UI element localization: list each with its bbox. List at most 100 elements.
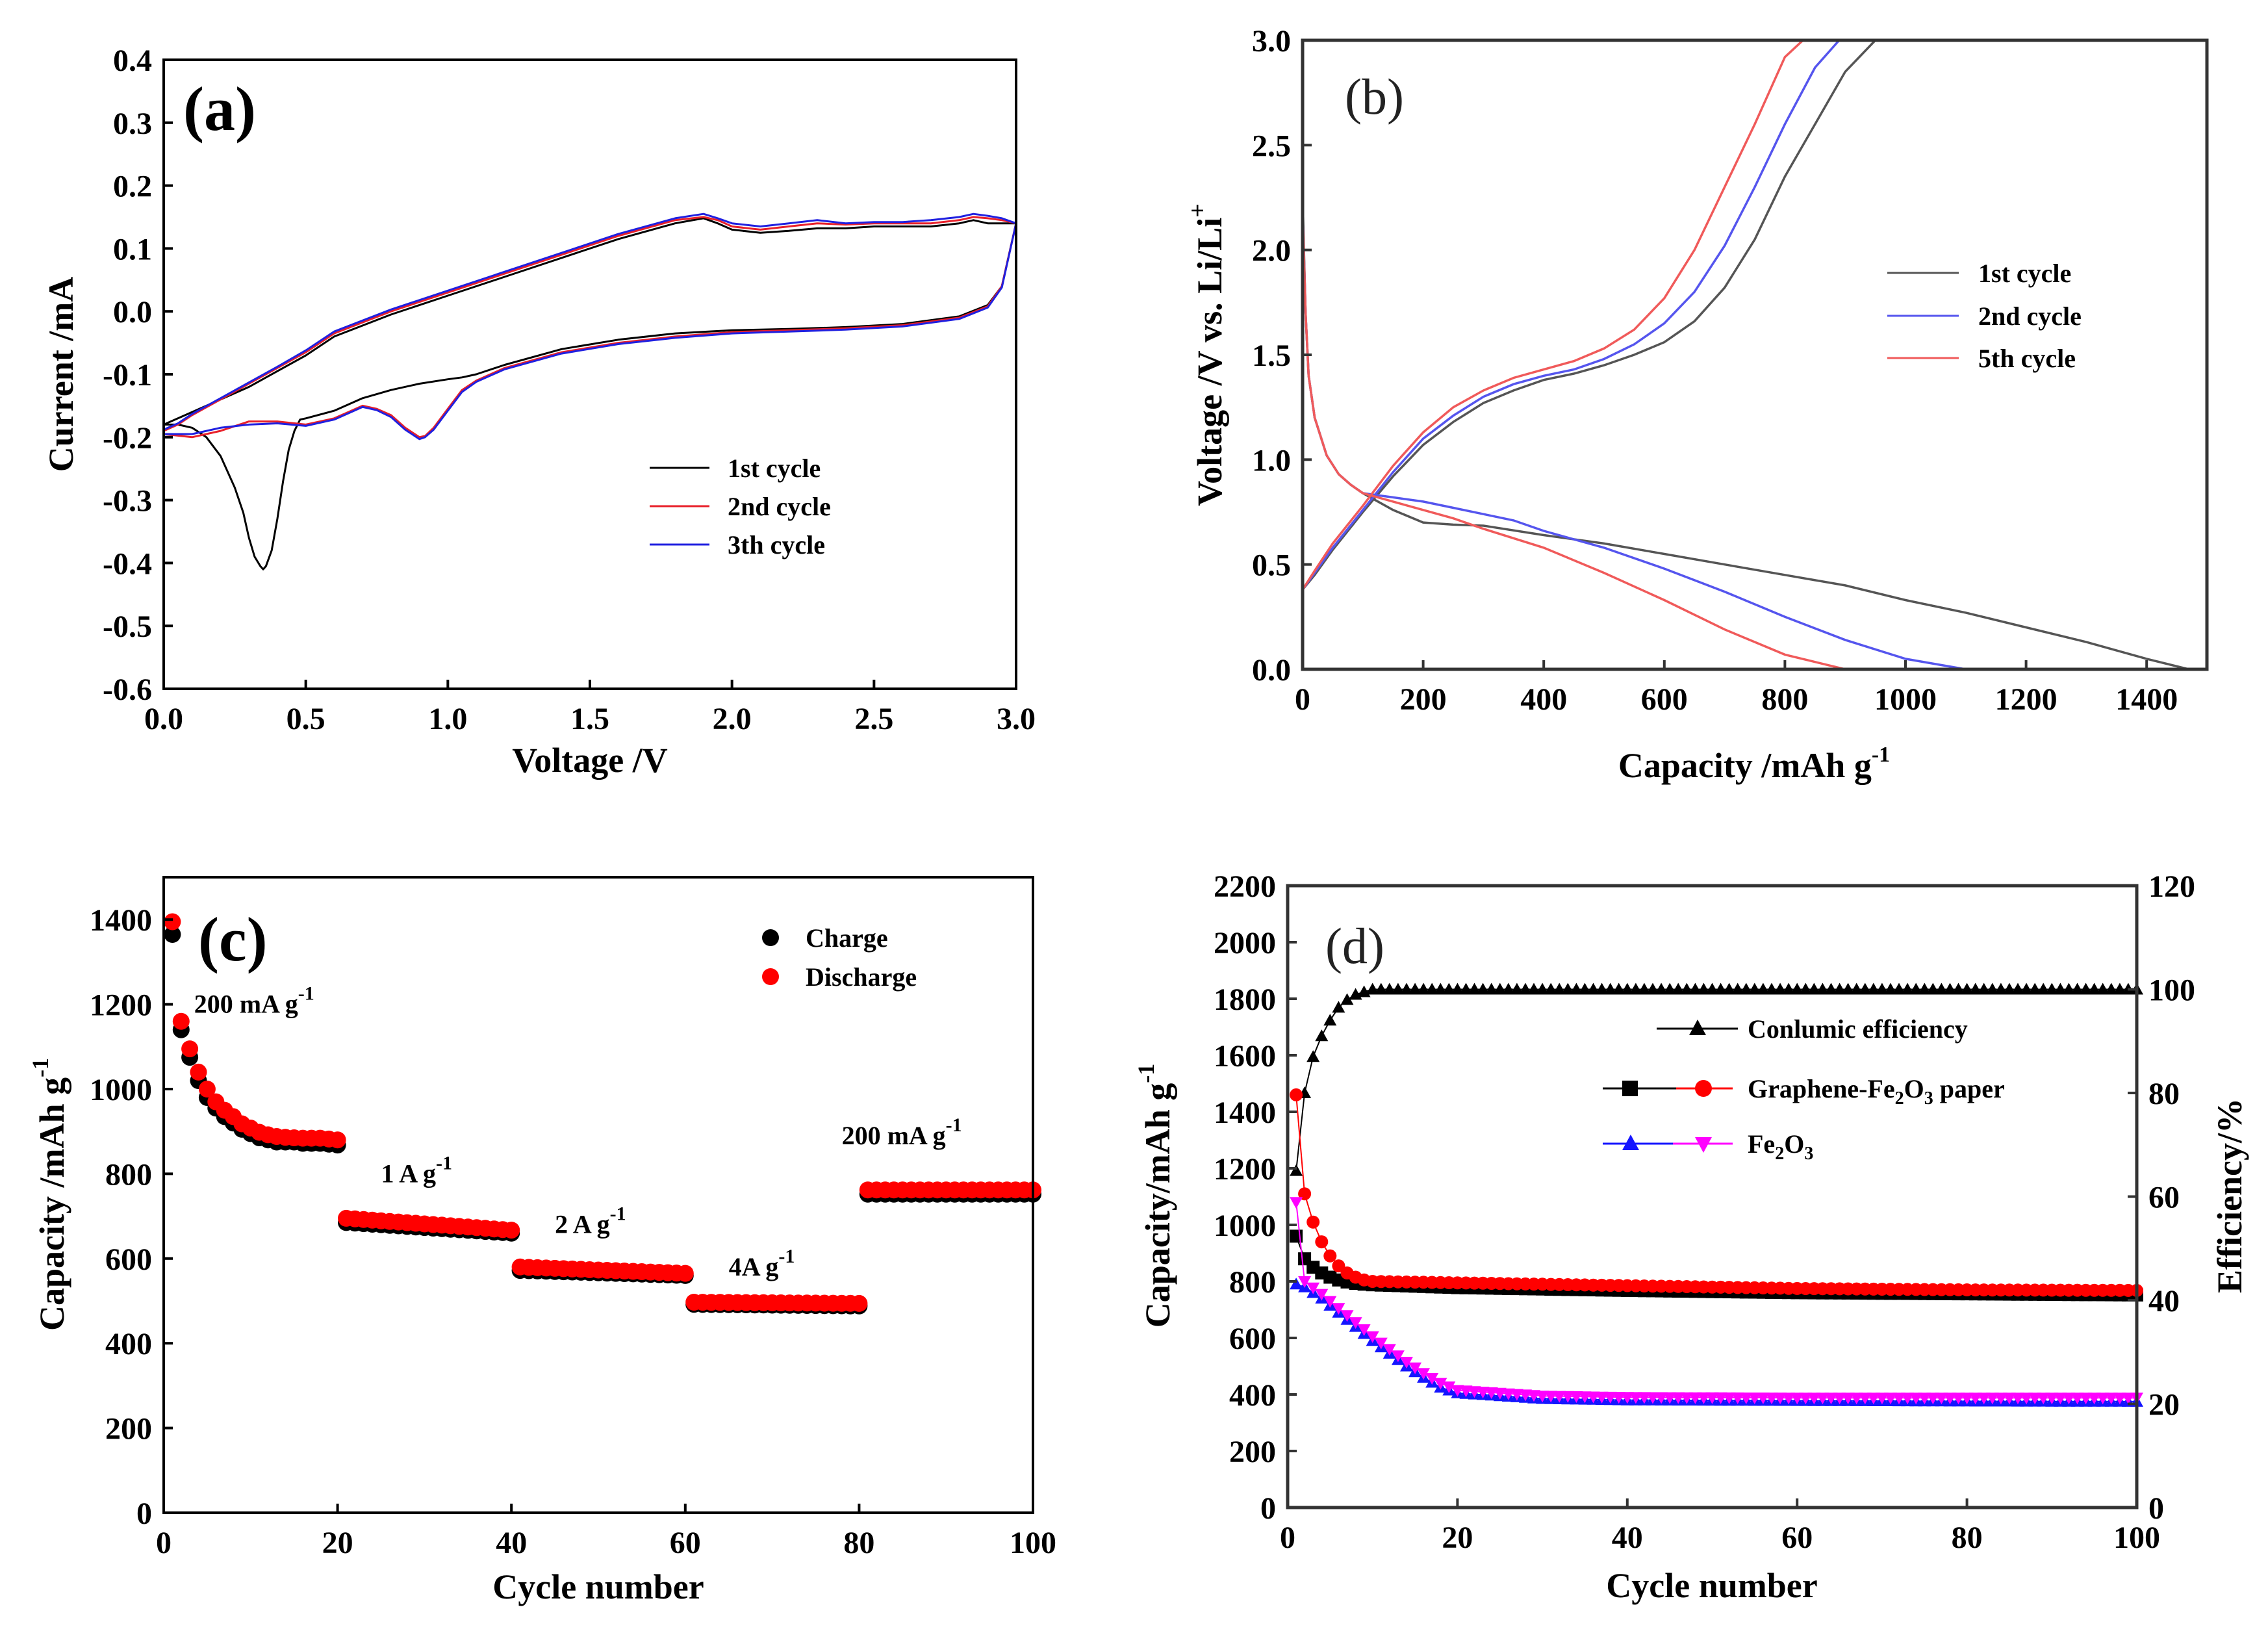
panel-b-chart: 0 200 400 600 800 1000 1200 1400 0.0 0.5 1.0 1.5 2.0… bbox=[1184, 24, 2209, 785]
panel-d-point-fe2o3-discharge bbox=[2071, 1393, 2084, 1405]
panel-a-legend-label-2: 2nd cycle bbox=[728, 492, 831, 521]
panel-d-ytick-label: 1400 bbox=[1214, 1096, 1276, 1130]
panel-c-point-discharge bbox=[181, 1040, 199, 1058]
panel-a-xtick-label: 3.0 bbox=[997, 702, 1036, 736]
panel-d-point-fe2o3-discharge bbox=[1570, 1391, 1583, 1403]
panel-d-point-conlumic-efficiency bbox=[1382, 982, 1396, 995]
panel-b-legend-label-1: 1st cycle bbox=[1978, 259, 2071, 288]
panel-b-legend: 1st cycle 2nd cycle 5th cycle bbox=[1887, 259, 2082, 373]
panel-b-xtick-label: 400 bbox=[1520, 682, 1567, 717]
panel-d-label: (d) bbox=[1325, 918, 1384, 974]
panel-d-point-fe2o3-discharge bbox=[1705, 1392, 1719, 1404]
panel-d-point-fe2o3-discharge bbox=[1612, 1392, 1625, 1404]
panel-d-point-fe2o3-discharge bbox=[2020, 1393, 2033, 1405]
panel-d-point-conlumic-efficiency bbox=[1926, 982, 1940, 995]
panel-d-point-fe2o3-discharge bbox=[1985, 1393, 1999, 1405]
panel-d-point-fe2o3-discharge bbox=[1459, 1385, 1473, 1398]
panel-d-point-conlumic-efficiency bbox=[1315, 1029, 1329, 1042]
panel-d-point-conlumic-efficiency bbox=[1765, 982, 1778, 995]
panel-b-discharge-curve-2 bbox=[1301, 208, 1967, 671]
panel-d-point-conlumic-efficiency bbox=[1969, 982, 1982, 995]
panel-d-point-conlumic-efficiency bbox=[1714, 982, 1727, 995]
panel-d-point-conlumic-efficiency bbox=[2079, 982, 2093, 995]
panel-d-point-fe2o3-discharge bbox=[2054, 1393, 2067, 1405]
panel-d-point-conlumic-efficiency bbox=[1459, 982, 1473, 995]
panel-d-point-conlumic-efficiency bbox=[2037, 982, 2050, 995]
panel-d-point-conlumic-efficiency bbox=[1434, 982, 1447, 995]
panel-d-point-conlumic-efficiency bbox=[2054, 982, 2067, 995]
panel-d-point-fe2o3-discharge bbox=[1892, 1393, 1905, 1405]
panel-d-ytick-label: 0 bbox=[1260, 1491, 1276, 1526]
panel-d-point-conlumic-efficiency bbox=[1722, 982, 1736, 995]
panel-d-point-conlumic-efficiency bbox=[1680, 982, 1694, 995]
panel-c-xtick-label: 100 bbox=[1010, 1526, 1056, 1560]
panel-d-point-conlumic-efficiency bbox=[1306, 1050, 1320, 1062]
panel-b-xtick-label: 1200 bbox=[1995, 682, 2058, 717]
panel-b-ytick-label: 2.5 bbox=[1252, 129, 1291, 163]
panel-d-point-conlumic-efficiency bbox=[1374, 982, 1388, 995]
panel-c-annotation-2: 1 A g-1 bbox=[381, 1152, 452, 1188]
panel-d-point-conlumic-efficiency bbox=[1867, 982, 1880, 995]
panel-d-point-conlumic-efficiency bbox=[1977, 982, 1991, 995]
panel-d-point-fe2o3-discharge bbox=[1501, 1388, 1515, 1400]
panel-d-point-conlumic-efficiency bbox=[1637, 982, 1651, 995]
panel-d-point-fe2o3-discharge bbox=[1349, 1317, 1362, 1329]
panel-d-xtick-label: 20 bbox=[1442, 1521, 1473, 1555]
panel-d-point-graphene-fe2o3-paper-discharge bbox=[1315, 1235, 1329, 1249]
panel-d-series-line-4 bbox=[1295, 1283, 2137, 1402]
panel-d-point-fe2o3-discharge bbox=[1756, 1393, 1770, 1404]
panel-d-point-conlumic-efficiency bbox=[1510, 982, 1523, 995]
panel-a-xtick-label: 2.0 bbox=[713, 702, 752, 736]
panel-d-legend-marker-2a bbox=[1622, 1081, 1638, 1096]
panel-d-point-fe2o3-discharge bbox=[1603, 1391, 1617, 1404]
panel-d-point-fe2o3-discharge bbox=[1586, 1391, 1600, 1404]
panel-c-annotation-sup: -1 bbox=[946, 1114, 962, 1136]
panel-c-point-discharge bbox=[503, 1222, 520, 1239]
panel-d-series-line-1 bbox=[1295, 988, 2137, 1171]
panel-d-point-conlumic-efficiency bbox=[1501, 982, 1515, 995]
panel-d-point-fe2o3-discharge bbox=[1926, 1393, 1940, 1405]
panel-d-point-conlumic-efficiency bbox=[2020, 982, 2033, 995]
panel-c-point-discharge bbox=[850, 1294, 868, 1312]
panel-c-xtick-label: 0 bbox=[156, 1526, 172, 1560]
panel-a-ylabel: Current /mA bbox=[42, 277, 81, 472]
panel-a-xtick-label: 2.5 bbox=[854, 702, 893, 736]
panel-d-point-conlumic-efficiency bbox=[1850, 982, 1863, 995]
panel-d-ytick-label: 1800 bbox=[1214, 982, 1276, 1017]
panel-d-point-fe2o3-discharge bbox=[1493, 1387, 1507, 1400]
panel-b-ylabel-text: Voltage /V vs. Li/Li bbox=[1190, 218, 1229, 506]
panel-d-point-fe2o3-discharge bbox=[1637, 1392, 1651, 1404]
panel-b-charge-curve-1 bbox=[1301, 39, 1876, 591]
panel-c-point-charge bbox=[164, 926, 181, 943]
panel-b-xlabel-text: Capacity /mAh g bbox=[1618, 746, 1872, 785]
panel-d-point-conlumic-efficiency bbox=[1748, 982, 1761, 995]
panel-d-point-fe2o3-discharge bbox=[1969, 1393, 1982, 1405]
panel-c-annotation-sup: -1 bbox=[778, 1246, 795, 1267]
panel-d-point-fe2o3-discharge bbox=[1977, 1393, 1991, 1405]
panel-a-ytick-label: 0.3 bbox=[113, 107, 152, 141]
panel-b-ytick-label: 2.0 bbox=[1252, 234, 1291, 268]
panel-c-ylabel-text: Capacity /mAh g bbox=[32, 1077, 71, 1331]
panel-c-legend-label-2: Discharge bbox=[806, 962, 917, 992]
panel-a-xlabel: Voltage /V bbox=[512, 741, 668, 780]
panel-d-point-fe2o3-discharge bbox=[1672, 1392, 1685, 1404]
panel-d-point-conlumic-efficiency bbox=[1468, 982, 1481, 995]
panel-c-annotation-sup: -1 bbox=[610, 1203, 626, 1225]
panel-d-point-fe2o3-discharge bbox=[1595, 1391, 1609, 1404]
panel-d-point-conlumic-efficiency bbox=[2002, 982, 2016, 995]
panel-b-ytick-label: 0.5 bbox=[1252, 548, 1291, 583]
panel-d-point-conlumic-efficiency bbox=[1570, 982, 1583, 995]
panel-d-point-conlumic-efficiency bbox=[2011, 982, 2024, 995]
panel-d-y2label: Efficiency/% bbox=[2210, 1098, 2249, 1293]
panel-d-point-fe2o3-discharge bbox=[1935, 1393, 1948, 1405]
panel-d-point-fe2o3-discharge bbox=[1382, 1344, 1396, 1356]
panel-d-point-fe2o3-discharge bbox=[1620, 1392, 1634, 1404]
panel-d-point-conlumic-efficiency bbox=[2071, 982, 2084, 995]
panel-d-point-conlumic-efficiency bbox=[2096, 982, 2109, 995]
panel-d-point-conlumic-efficiency bbox=[1400, 982, 1413, 995]
panel-d-point-fe2o3-discharge bbox=[1408, 1362, 1422, 1374]
panel-b-xtick-label: 1000 bbox=[1874, 682, 1937, 717]
panel-d-point-conlumic-efficiency bbox=[1425, 982, 1439, 995]
panel-a-ytick-label: -0.2 bbox=[103, 421, 152, 456]
